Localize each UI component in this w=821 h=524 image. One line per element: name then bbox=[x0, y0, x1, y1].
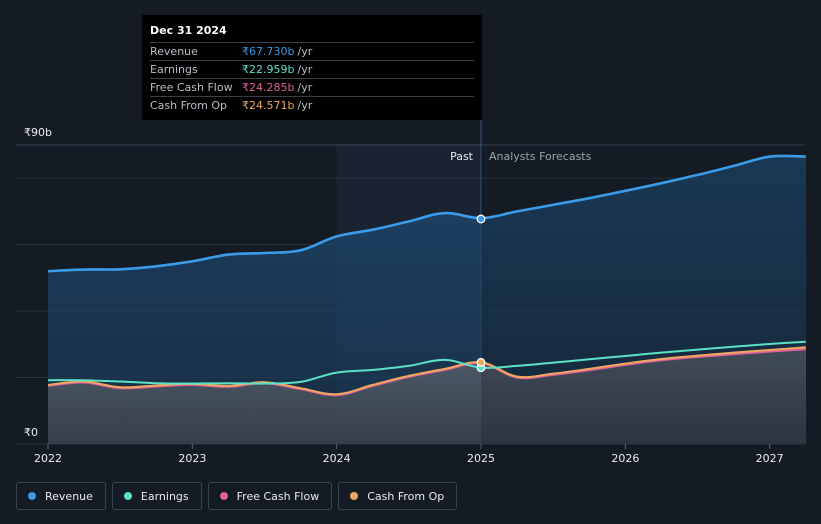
cash-area bbox=[48, 347, 806, 444]
series-areas bbox=[48, 145, 806, 444]
marker-cash-from-op bbox=[476, 357, 486, 367]
legend-label: Cash From Op bbox=[367, 489, 445, 503]
x-tick-label: 2023 bbox=[178, 452, 206, 465]
tooltip-row-cash-from-op: Cash From Op ₹24.571b /yr bbox=[150, 96, 474, 114]
legend-dot-icon bbox=[123, 492, 132, 500]
axis-labels: ₹90b ₹0 2022 2023 2024 2025 2026 2027 Past Analys… bbox=[24, 126, 784, 465]
tooltip-unit: /yr bbox=[297, 99, 313, 112]
hover-tooltip: Dec 31 2024 Revenue ₹67.730b /yr Earning… bbox=[142, 15, 482, 120]
legend-item-earnings[interactable]: Earnings bbox=[111, 482, 202, 510]
legend-label: Earnings bbox=[140, 489, 189, 503]
legend-label: Free Cash Flow bbox=[236, 489, 320, 503]
tooltip-unit: /yr bbox=[297, 63, 313, 76]
tooltip-row-revenue: Revenue ₹67.730b /yr bbox=[150, 42, 474, 60]
legend-item-free-cash-flow[interactable]: Free Cash Flow bbox=[207, 482, 333, 510]
x-tick-label: 2024 bbox=[323, 452, 351, 465]
x-tick-label: 2026 bbox=[611, 452, 639, 465]
tooltip-value: ₹24.285b bbox=[242, 81, 295, 94]
tooltip-label: Free Cash Flow bbox=[150, 81, 233, 94]
legend-item-cash-from-op[interactable]: Cash From Op bbox=[338, 482, 458, 510]
tooltip-value: ₹67.730b bbox=[242, 45, 295, 58]
tooltip-date: Dec 31 2024 bbox=[150, 24, 227, 37]
x-tick-label: 2022 bbox=[34, 452, 62, 465]
legend-dot-icon bbox=[219, 492, 228, 500]
tooltip-value: ₹24.571b bbox=[242, 99, 295, 112]
legend-dot-icon bbox=[350, 492, 359, 500]
series-lines bbox=[47, 154, 806, 397]
chart-legend: Revenue Earnings Free Cash Flow Cash Fro… bbox=[16, 482, 458, 510]
legend-dot-icon bbox=[28, 492, 36, 500]
series-markers bbox=[476, 214, 486, 373]
forecast-overlay bbox=[481, 145, 805, 444]
marker-revenue bbox=[476, 214, 486, 224]
tooltip-value: ₹22.959b bbox=[242, 63, 295, 76]
tooltip-unit: /yr bbox=[297, 81, 313, 94]
series-line-earnings bbox=[47, 340, 806, 385]
tooltip-label: Cash From Op bbox=[150, 99, 228, 112]
legend-label: Revenue bbox=[45, 489, 93, 503]
tooltip-label: Earnings bbox=[150, 63, 198, 76]
y-tick-label: ₹0 bbox=[24, 426, 38, 439]
x-tick-label: 2027 bbox=[756, 452, 784, 465]
tooltip-unit: /yr bbox=[297, 45, 313, 58]
tooltip-row-earnings: Earnings ₹22.959b /yr bbox=[150, 60, 474, 78]
past-label: Past bbox=[450, 150, 474, 163]
y-tick-label: ₹90b bbox=[24, 126, 52, 139]
tooltip-row-free-cash-flow: Free Cash Flow ₹24.285b /yr bbox=[150, 78, 474, 96]
forecast-label: Analysts Forecasts bbox=[489, 150, 592, 163]
tooltip-label: Revenue bbox=[150, 45, 198, 58]
legend-item-revenue[interactable]: Revenue bbox=[16, 482, 106, 510]
x-tick-label: 2025 bbox=[467, 452, 495, 465]
series-line-revenue bbox=[47, 154, 806, 273]
